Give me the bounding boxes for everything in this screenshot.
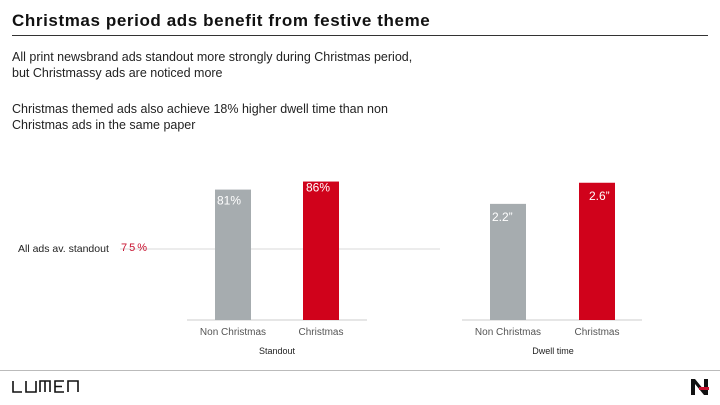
dwell-time-category-label: Christmas [574, 327, 619, 338]
standout-category-label: Non Christmas [200, 327, 266, 338]
title-divider [12, 35, 708, 36]
page-title: Christmas period ads benefit from festiv… [12, 11, 431, 30]
standout-bar-non-christmas [215, 189, 251, 320]
standout-data-label: 86% [306, 181, 330, 195]
footer-divider [0, 370, 720, 371]
dwell-time-data-label: 2.2” [492, 210, 513, 224]
dwell-time-axis-title: Dwell time [532, 346, 574, 356]
dwell-time-paragraph: Christmas themed ads also achieve 18% hi… [12, 102, 388, 132]
reference-line-value: 75% [121, 242, 150, 254]
standout-data-label: 81% [217, 194, 241, 208]
intro-paragraph: All print newsbrand ads standout more st… [12, 50, 413, 80]
reference-line-label: All ads av. standout [18, 243, 109, 255]
standout-axis-title: Standout [259, 346, 296, 356]
dwell-time-data-label: 2.6” [589, 189, 610, 203]
dwell-time-category-label: Non Christmas [475, 327, 541, 338]
standout-category-label: Christmas [298, 327, 343, 338]
dwell-time-bar-christmas [579, 182, 615, 320]
standout-bar-christmas [303, 181, 339, 320]
dwell-time-bar-non-christmas [490, 203, 526, 320]
lumen-logo-icon [12, 380, 79, 393]
newsworks-logo-icon [691, 379, 709, 395]
